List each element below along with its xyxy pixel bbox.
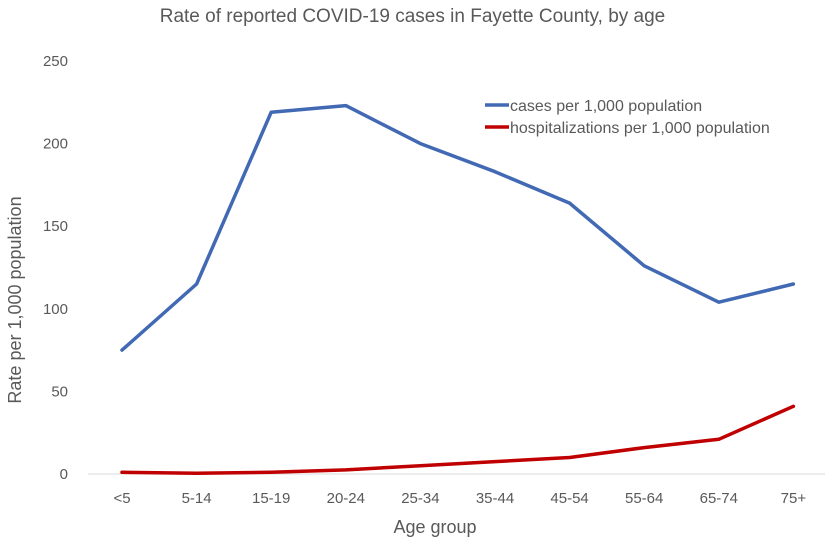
x-tick-label: 5-14	[182, 490, 212, 507]
x-tick-label: 15-19	[252, 490, 290, 507]
y-tick-label: 200	[43, 136, 68, 153]
x-tick-label: 55-64	[625, 490, 663, 507]
x-axis-title: Age group	[393, 517, 476, 537]
y-tick-label: 0	[60, 466, 68, 483]
x-tick-label: 25-34	[401, 490, 439, 507]
legend-label: cases per 1,000 population	[510, 98, 702, 115]
legend: cases per 1,000 population hospitalizatio…	[485, 98, 770, 137]
x-tick-label: <5	[113, 490, 130, 507]
series-line-0	[120, 103, 796, 352]
y-tick-label: 250	[43, 53, 68, 70]
x-tick-label: 75+	[781, 490, 807, 507]
y-tick-label: 50	[51, 383, 68, 400]
x-tick-label: 65-74	[700, 490, 738, 507]
series-lines	[120, 103, 796, 475]
x-axis-ticks: <5 5-14 15-19 20-24 25-34 35-44 45-54 55-64 65-7…	[113, 490, 806, 507]
y-axis-ticks: 0 50 100 150 200 250	[43, 53, 68, 483]
x-tick-label: 45-54	[550, 490, 588, 507]
series-line-1	[120, 404, 796, 475]
legend-label: hospitalizations per 1,000 population	[510, 120, 770, 137]
y-tick-label: 100	[43, 301, 68, 318]
x-tick-label: 35-44	[476, 490, 514, 507]
chart-title: Rate of reported COVID-19 cases in Fayet…	[159, 6, 666, 27]
x-tick-label: 20-24	[327, 490, 365, 507]
y-axis-title: Rate per 1,000 population	[5, 196, 25, 403]
y-tick-label: 150	[43, 218, 68, 235]
